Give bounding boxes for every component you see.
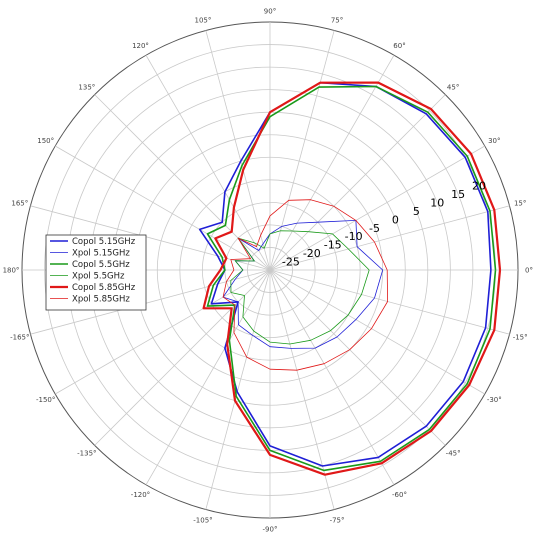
grid-spoke <box>30 269 271 335</box>
radial-tick-label: -5 <box>369 222 380 235</box>
grid-spoke <box>269 269 485 395</box>
grid-spoke <box>94 94 271 271</box>
angle-tick-label: -75° <box>330 517 345 525</box>
angle-tick-label: -15° <box>513 334 528 342</box>
grid-spoke <box>269 269 446 446</box>
angle-tick-label: 165° <box>11 199 28 207</box>
radial-tick-label: -20 <box>303 247 321 260</box>
grid-spoke <box>94 269 271 446</box>
series-line <box>202 81 502 476</box>
legend-box <box>45 234 147 311</box>
angle-tick-label: 180° <box>3 267 20 275</box>
radial-tick-label: -25 <box>282 256 300 269</box>
grid-spoke <box>55 145 271 271</box>
angle-tick-label: 75° <box>331 16 343 24</box>
radial-tick-label: -15 <box>324 239 342 252</box>
angle-tick-label: -165° <box>10 334 29 342</box>
grid-spoke <box>145 55 271 271</box>
grid-spoke <box>205 30 271 271</box>
series-line <box>222 199 388 371</box>
angle-tick-label: 120° <box>132 42 149 50</box>
angle-tick-label: 15° <box>514 199 526 207</box>
grid-spoke <box>269 94 446 271</box>
series-layer <box>198 81 502 476</box>
angle-tick-label: 105° <box>195 16 212 24</box>
series-line <box>230 230 370 345</box>
angle-tick-label: 30° <box>488 137 500 145</box>
angle-tick-label: 45° <box>447 83 459 91</box>
grid-spoke <box>145 269 271 485</box>
grid-spoke <box>269 55 395 271</box>
angle-tick-label: -105° <box>193 517 212 525</box>
angle-tick-label: 135° <box>78 83 95 91</box>
angle-tick-label: -135° <box>77 450 96 458</box>
legend-entry: Xpol 5.85GHz <box>72 295 130 305</box>
legend-entry: Copol 5.85GHz <box>72 283 136 293</box>
grid-spoke <box>269 145 485 271</box>
angle-tick-label: 150° <box>37 137 54 145</box>
angle-tick-label: 0° <box>525 267 533 275</box>
radial-tick-label: 5 <box>413 205 420 218</box>
angle-tick-label: -30° <box>487 396 502 404</box>
series-line <box>206 85 497 472</box>
angle-tick-label: 60° <box>393 42 405 50</box>
legend-entry: Copol 5.15GHz <box>72 237 136 247</box>
angle-tick-label: -45° <box>446 450 461 458</box>
radial-tick-label: 20 <box>472 180 486 193</box>
angle-tick-label: -120° <box>131 491 150 499</box>
legend-entry: Copol 5.5GHz <box>72 260 130 270</box>
legend-entry: Xpol 5.15GHz <box>72 249 130 259</box>
grid-spoke <box>269 30 335 271</box>
angle-tick-label: -150° <box>36 396 55 404</box>
grid-spoke <box>30 205 271 271</box>
radial-tick-label: 0 <box>392 213 399 226</box>
grid-spoke <box>269 269 395 485</box>
radial-tick-label: 10 <box>430 196 444 209</box>
angle-tick-label: -60° <box>392 491 407 499</box>
radial-tick-label: -10 <box>345 230 363 243</box>
grid-spoke <box>269 269 510 335</box>
legend-entry: Xpol 5.5GHz <box>72 272 125 282</box>
radial-tick-labels: -25-20-15-10 -5 0 5 10 15 20 <box>282 180 486 269</box>
grid-spoke <box>55 269 271 395</box>
angle-tick-label: 90° <box>264 8 276 16</box>
angle-tick-labels: 0° 15° 30° 45° 60° 75° 90° 105° 120° 135° 150° 165°… <box>3 8 533 534</box>
radial-tick-label: 15 <box>451 188 465 201</box>
angle-tick-label: -90° <box>263 526 278 534</box>
grid-spoke <box>205 269 271 510</box>
grid-spoke <box>269 205 510 271</box>
